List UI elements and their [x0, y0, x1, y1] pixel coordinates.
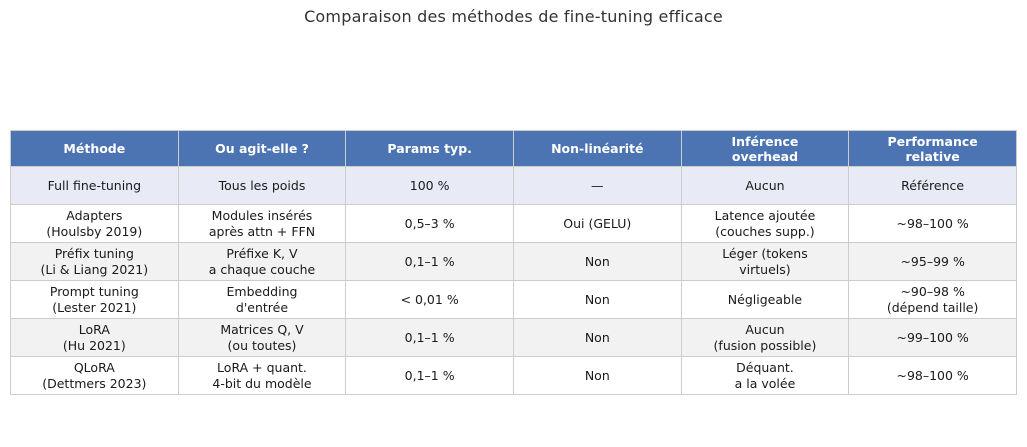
table-cell: ~98–100 % [848, 356, 1017, 395]
table-cell: Négligeable [680, 280, 850, 319]
table-cell: Non [512, 280, 682, 319]
comparison-table: Méthode Ou agit-elle ? Params typ. Non-l… [10, 130, 1017, 395]
table-cell: 0,1–1 % [345, 318, 514, 357]
table-cell: Tous les poids [177, 166, 347, 205]
table-cell: Aucun (fusion possible) [680, 318, 850, 357]
table-cell: Prompt tuning (Lester 2021) [10, 280, 179, 319]
table-cell: ~98–100 % [848, 204, 1017, 243]
table-cell: Modules insérés après attn + FFN [177, 204, 347, 243]
table-cell: ~95–99 % [848, 242, 1017, 281]
table-cell: ~90–98 % (dépend taille) [848, 280, 1017, 319]
column-header-ou-agit-elle: Ou agit-elle ? [177, 130, 347, 167]
table-cell: < 0,01 % [345, 280, 514, 319]
table-cell: — [512, 166, 682, 205]
table-row-adapters: Adapters (Houlsby 2019) Modules insérés … [10, 204, 1017, 243]
table-cell: Full fine-tuning [10, 166, 179, 205]
column-header-params-typ: Params typ. [345, 130, 514, 167]
table-cell: Aucun [680, 166, 850, 205]
table-row-lora: LoRA (Hu 2021) Matrices Q, V (ou toutes)… [10, 318, 1017, 357]
table-cell: 0,1–1 % [345, 242, 514, 281]
table-cell: Référence [848, 166, 1017, 205]
table-cell: 0,1–1 % [345, 356, 514, 395]
table-cell: QLoRA (Dettmers 2023) [10, 356, 179, 395]
table-cell: Préfixe K, V a chaque couche [177, 242, 347, 281]
column-header-inference-overhead: Inférence overhead [680, 130, 850, 167]
column-header-methode: Méthode [10, 130, 179, 167]
table-row-prefix-tuning: Préfix tuning (Li & Liang 2021) Préfixe … [10, 242, 1017, 281]
table-cell: Léger (tokens virtuels) [680, 242, 850, 281]
column-header-non-linearite: Non-linéarité [512, 130, 682, 167]
table-cell: Non [512, 318, 682, 357]
table-cell: Latence ajoutée (couches supp.) [680, 204, 850, 243]
table-cell: LoRA (Hu 2021) [10, 318, 179, 357]
table-cell: LoRA + quant. 4-bit du modèle [177, 356, 347, 395]
table-cell: Embedding d'entrée [177, 280, 347, 319]
table-cell: Oui (GELU) [512, 204, 682, 243]
header-row: Méthode Ou agit-elle ? Params typ. Non-l… [10, 130, 1017, 167]
column-header-performance-relative: Performance relative [848, 130, 1017, 167]
table-cell: ~99–100 % [848, 318, 1017, 357]
table-cell: Préfix tuning (Li & Liang 2021) [10, 242, 179, 281]
table-cell: Non [512, 242, 682, 281]
table-row-qlora: QLoRA (Dettmers 2023) LoRA + quant. 4-bi… [10, 356, 1017, 395]
page-title: Comparaison des méthodes de fine-tuning … [304, 7, 723, 26]
table-cell: 0,5–3 % [345, 204, 514, 243]
table-cell: Non [512, 356, 682, 395]
table-cell: Déquant. a la volée [680, 356, 850, 395]
table-cell: 100 % [345, 166, 514, 205]
table-row-full-fine-tuning: Full fine-tuning Tous les poids 100 % — … [10, 166, 1017, 205]
table-row-prompt-tuning: Prompt tuning (Lester 2021) Embedding d'… [10, 280, 1017, 319]
table-cell: Matrices Q, V (ou toutes) [177, 318, 347, 357]
table-cell: Adapters (Houlsby 2019) [10, 204, 179, 243]
